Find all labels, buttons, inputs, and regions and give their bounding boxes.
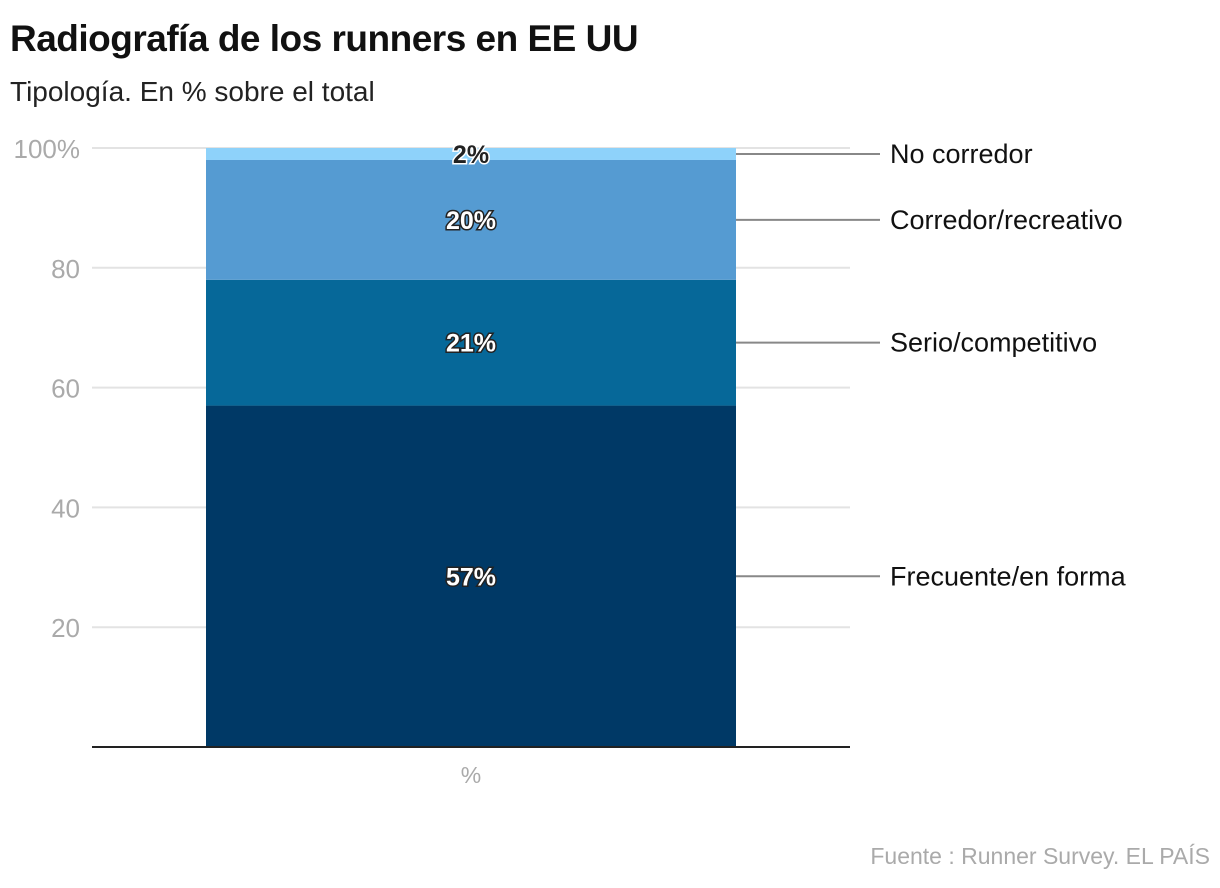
x-tick-label: %: [461, 762, 481, 788]
series-label: Frecuente/en forma: [890, 561, 1127, 591]
chart-subtitle: Tipología. En % sobre el total: [10, 76, 375, 107]
data-label: 20%: [446, 207, 496, 235]
series-label: No corredor: [890, 139, 1033, 169]
series-label: Corredor/recreativo: [890, 205, 1123, 235]
bar-segment: [206, 148, 736, 160]
bar-segment: [206, 279, 736, 406]
y-tick-label: 100%: [14, 134, 81, 164]
y-tick-label: 20: [51, 613, 80, 643]
y-tick-label: 60: [51, 374, 80, 404]
series-label: Serio/competitivo: [890, 328, 1097, 358]
data-label: 57%: [446, 563, 496, 591]
data-label: 21%: [446, 330, 496, 358]
y-tick-label: 40: [51, 493, 80, 523]
bar-segment: [206, 405, 736, 747]
bar-segment: [206, 159, 736, 280]
chart-title: Radiografía de los runners en EE UU: [10, 18, 639, 59]
data-label: 2%: [453, 141, 489, 169]
source-note: Fuente : Runner Survey. EL PAÍS: [870, 843, 1210, 869]
y-tick-label: 80: [51, 254, 80, 284]
